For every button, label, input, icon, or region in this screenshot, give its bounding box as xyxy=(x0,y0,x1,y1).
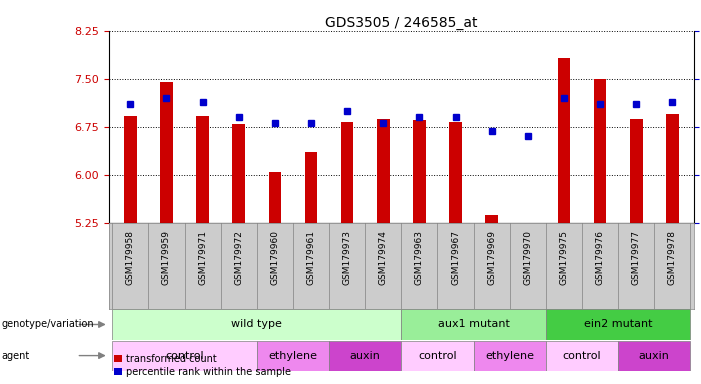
Bar xyxy=(329,341,402,371)
Text: GSM179978: GSM179978 xyxy=(668,230,676,285)
Text: GSM179963: GSM179963 xyxy=(415,230,424,285)
Text: ethylene: ethylene xyxy=(485,351,534,361)
Text: GSM179972: GSM179972 xyxy=(234,230,243,285)
Bar xyxy=(341,122,353,223)
Text: auxin: auxin xyxy=(639,351,669,361)
Bar xyxy=(546,341,618,371)
Bar xyxy=(618,341,690,371)
Bar xyxy=(666,114,679,223)
Text: genotype/variation: genotype/variation xyxy=(1,319,94,329)
Bar xyxy=(305,152,318,223)
Text: GSM179971: GSM179971 xyxy=(198,230,207,285)
Bar xyxy=(268,172,281,223)
Text: GSM179967: GSM179967 xyxy=(451,230,460,285)
Text: GSM179974: GSM179974 xyxy=(379,230,388,285)
Bar xyxy=(402,309,546,340)
Bar xyxy=(233,124,245,223)
Text: wild type: wild type xyxy=(231,319,283,329)
Bar xyxy=(377,119,390,223)
Text: aux1 mutant: aux1 mutant xyxy=(437,319,510,329)
Bar xyxy=(594,79,606,223)
Bar xyxy=(630,119,643,223)
Text: GSM179976: GSM179976 xyxy=(596,230,604,285)
Bar xyxy=(112,309,402,340)
Bar xyxy=(557,58,570,223)
Bar xyxy=(474,341,546,371)
Text: GSM179970: GSM179970 xyxy=(523,230,532,285)
Bar xyxy=(413,120,426,223)
Title: GDS3505 / 246585_at: GDS3505 / 246585_at xyxy=(325,16,477,30)
Text: GSM179959: GSM179959 xyxy=(162,230,171,285)
Text: GSM179973: GSM179973 xyxy=(343,230,352,285)
Text: control: control xyxy=(165,351,204,361)
Text: auxin: auxin xyxy=(350,351,381,361)
Bar xyxy=(160,82,172,223)
Bar xyxy=(485,215,498,223)
Bar xyxy=(402,341,474,371)
Bar xyxy=(449,122,462,223)
Bar xyxy=(257,341,329,371)
Text: control: control xyxy=(418,351,457,361)
Bar xyxy=(546,309,690,340)
Text: GSM179975: GSM179975 xyxy=(559,230,569,285)
Text: GSM179958: GSM179958 xyxy=(126,230,135,285)
Text: ethylene: ethylene xyxy=(268,351,318,361)
Text: ein2 mutant: ein2 mutant xyxy=(584,319,653,329)
Text: agent: agent xyxy=(1,351,29,361)
Bar xyxy=(112,341,257,371)
Text: GSM179961: GSM179961 xyxy=(306,230,315,285)
Text: GSM179969: GSM179969 xyxy=(487,230,496,285)
Bar xyxy=(196,116,209,223)
Legend: transformed count, percentile rank within the sample: transformed count, percentile rank withi… xyxy=(114,354,291,377)
Text: control: control xyxy=(563,351,601,361)
Bar xyxy=(124,116,137,223)
Text: GSM179960: GSM179960 xyxy=(271,230,280,285)
Text: GSM179977: GSM179977 xyxy=(632,230,641,285)
